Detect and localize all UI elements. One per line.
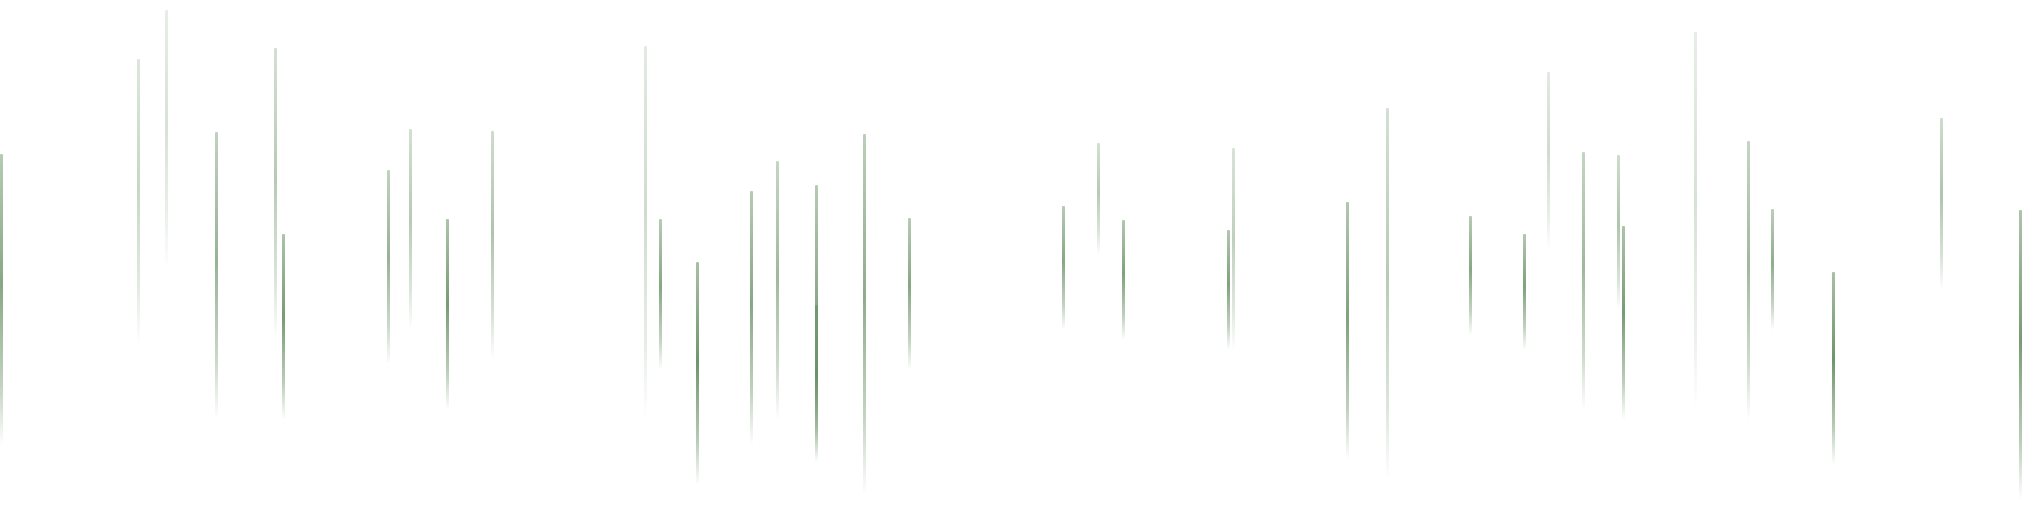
rain-streak	[1232, 148, 1235, 350]
rain-streak	[165, 10, 168, 270]
rain-streak	[1832, 272, 1835, 465]
rain-streak	[491, 131, 494, 360]
rain-streak	[1771, 209, 1774, 330]
rain-streak	[1547, 72, 1550, 250]
rain-streak	[644, 46, 647, 420]
rain-streak	[1940, 118, 1943, 290]
rain-streak	[0, 154, 3, 445]
rain-streak	[1346, 202, 1349, 460]
rain-streak	[446, 219, 449, 410]
rain-streak	[1062, 206, 1065, 330]
rain-streak	[863, 134, 866, 496]
rain-streak	[659, 219, 662, 370]
rain-streak	[908, 218, 911, 370]
rain-streak	[1617, 155, 1620, 310]
rain-streak	[1523, 234, 1526, 350]
rain-streak	[274, 48, 277, 340]
rain-streak	[282, 234, 285, 420]
rain-streak	[1694, 32, 1697, 410]
rain-streak	[215, 132, 218, 420]
rain-streak	[1227, 230, 1230, 350]
rain-streak	[1386, 108, 1389, 480]
rain-streak	[1622, 226, 1625, 420]
rain-streak	[696, 262, 699, 485]
rain-streak	[1469, 216, 1472, 335]
rain-streak	[815, 305, 818, 460]
rain-streak	[776, 161, 779, 420]
rain-streak	[1097, 143, 1100, 255]
rain-streak	[409, 129, 412, 330]
rain-streak	[1747, 141, 1750, 420]
rain-streak	[1582, 152, 1585, 410]
rain-streak	[1122, 220, 1125, 340]
rain-streak	[137, 59, 140, 345]
rain-streak	[387, 170, 390, 365]
rain-streak	[750, 191, 753, 445]
rain-streak	[2019, 210, 2022, 500]
